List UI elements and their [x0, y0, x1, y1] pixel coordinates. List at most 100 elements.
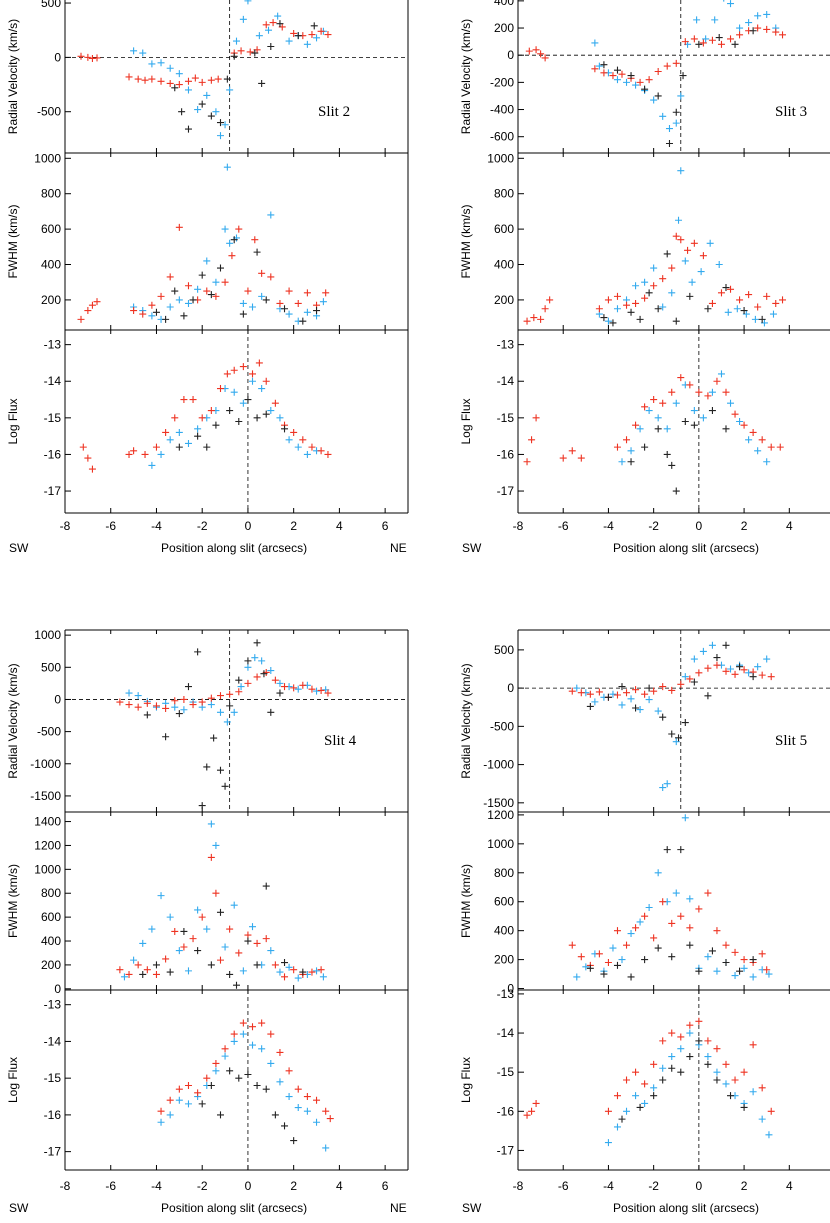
data-point-red: [731, 948, 739, 956]
data-point-blue: [659, 303, 667, 311]
data-point-red: [641, 690, 649, 698]
data-point-blue: [704, 953, 712, 961]
data-point-blue: [699, 414, 707, 422]
x-tick-label: 2: [290, 519, 297, 533]
data-point-blue: [239, 967, 247, 975]
data-point-red: [194, 1089, 202, 1097]
data-point-black: [704, 692, 712, 700]
data-point-red: [157, 1107, 165, 1115]
panel-fwhm: 0 200 400 600 800 1000 1200 1400 FWHM (km/s): [6, 812, 409, 996]
x-tick-label: 0: [696, 519, 703, 533]
data-point-blue: [736, 418, 744, 425]
data-point-black: [654, 425, 662, 433]
data-point-blue: [763, 458, 771, 466]
data-point-red: [767, 1107, 775, 1115]
data-point-black: [713, 1076, 721, 1084]
data-point-red: [157, 292, 165, 300]
y-tick-label: -14: [497, 374, 515, 388]
panel-fwhm: 200 400 600 800 1000 FWHM (km/s): [6, 151, 409, 331]
data-point-blue: [677, 92, 685, 100]
x-tick-label: 4: [336, 1179, 343, 1193]
data-point-black: [708, 407, 716, 415]
panel-plot-area: [518, 630, 830, 812]
data-point-red: [198, 698, 206, 706]
data-point-black: [722, 641, 730, 649]
data-point-red: [731, 1076, 739, 1084]
slit-label: Slit 4: [324, 733, 357, 749]
data-point-red: [271, 676, 279, 684]
data-point-red: [212, 889, 220, 897]
data-point-red: [604, 296, 612, 304]
data-point-blue: [668, 1053, 676, 1061]
data-point-red: [134, 961, 142, 969]
data-point-black: [198, 100, 206, 108]
y-tick-label: 600: [494, 895, 514, 909]
data-point-red: [727, 285, 735, 293]
slit-label: Slit 2: [318, 104, 350, 120]
data-point-black: [663, 250, 671, 258]
data-point-black: [258, 79, 266, 87]
data-point-blue: [623, 78, 631, 86]
y-axis-label: Log Flux: [6, 1057, 20, 1103]
data-point-blue: [319, 298, 327, 306]
data-point-red: [609, 72, 617, 80]
x-axis-label: Position along slit (arcsecs): [161, 1201, 307, 1215]
data-point-black: [281, 305, 289, 313]
data-point-blue: [184, 299, 192, 307]
data-point-black: [262, 296, 270, 304]
data-point-red: [763, 25, 771, 33]
data-point-red: [717, 289, 725, 297]
data-point-blue: [627, 695, 635, 703]
data-point-blue: [758, 1115, 766, 1123]
data-point-red: [779, 296, 787, 304]
data-point-red: [203, 287, 211, 295]
data-point-red: [290, 684, 298, 692]
data-point-red: [699, 39, 707, 47]
data-point-black: [668, 730, 676, 738]
data-point-blue: [148, 312, 156, 320]
data-point-blue: [713, 1068, 721, 1076]
data-point-red: [88, 465, 96, 473]
data-point-blue: [717, 370, 725, 378]
data-point-red: [779, 31, 787, 39]
data-point-black: [749, 27, 757, 35]
data-point-black: [180, 927, 188, 935]
data-point-red: [203, 1074, 211, 1082]
data-point-red: [713, 927, 721, 935]
data-point-blue: [294, 974, 302, 982]
data-point-red: [162, 704, 170, 712]
data-point-blue: [727, 399, 735, 407]
data-point-black: [313, 307, 321, 315]
data-point-black: [695, 40, 703, 48]
data-point-blue: [688, 278, 696, 286]
data-point-blue: [645, 904, 653, 912]
data-point-red: [303, 1093, 311, 1101]
data-point-red: [613, 443, 621, 451]
panel-velocity: -500 0 500 Radial Velocity (km/s): [6, 0, 409, 154]
data-point-black: [736, 967, 744, 975]
data-point-blue: [125, 689, 133, 697]
panel-flux: -17 -16 -15 -14 -13 Log Flux: [6, 990, 409, 1171]
data-point-black: [618, 1115, 626, 1123]
data-point-red: [740, 956, 748, 964]
data-point-blue: [749, 1088, 757, 1096]
data-point-blue: [184, 967, 192, 975]
data-point-black: [184, 125, 192, 133]
direction-label-left: SW: [9, 541, 29, 555]
data-point-blue: [267, 667, 275, 675]
data-point-red: [237, 47, 245, 55]
panel-plot-area: [157, 990, 334, 1170]
data-point-red: [326, 1115, 334, 1123]
data-point-red: [294, 299, 302, 307]
x-tick-label: 2: [741, 519, 748, 533]
data-point-black: [668, 1064, 676, 1072]
y-tick-label: 0: [54, 692, 61, 706]
data-point-red: [695, 388, 703, 396]
y-tick-label: 400: [494, 258, 514, 272]
data-point-red: [88, 301, 96, 309]
data-point-blue: [171, 703, 179, 711]
data-point-red: [290, 966, 298, 974]
data-point-black: [749, 673, 757, 681]
data-point-blue: [180, 706, 188, 714]
data-point-red: [713, 661, 721, 669]
